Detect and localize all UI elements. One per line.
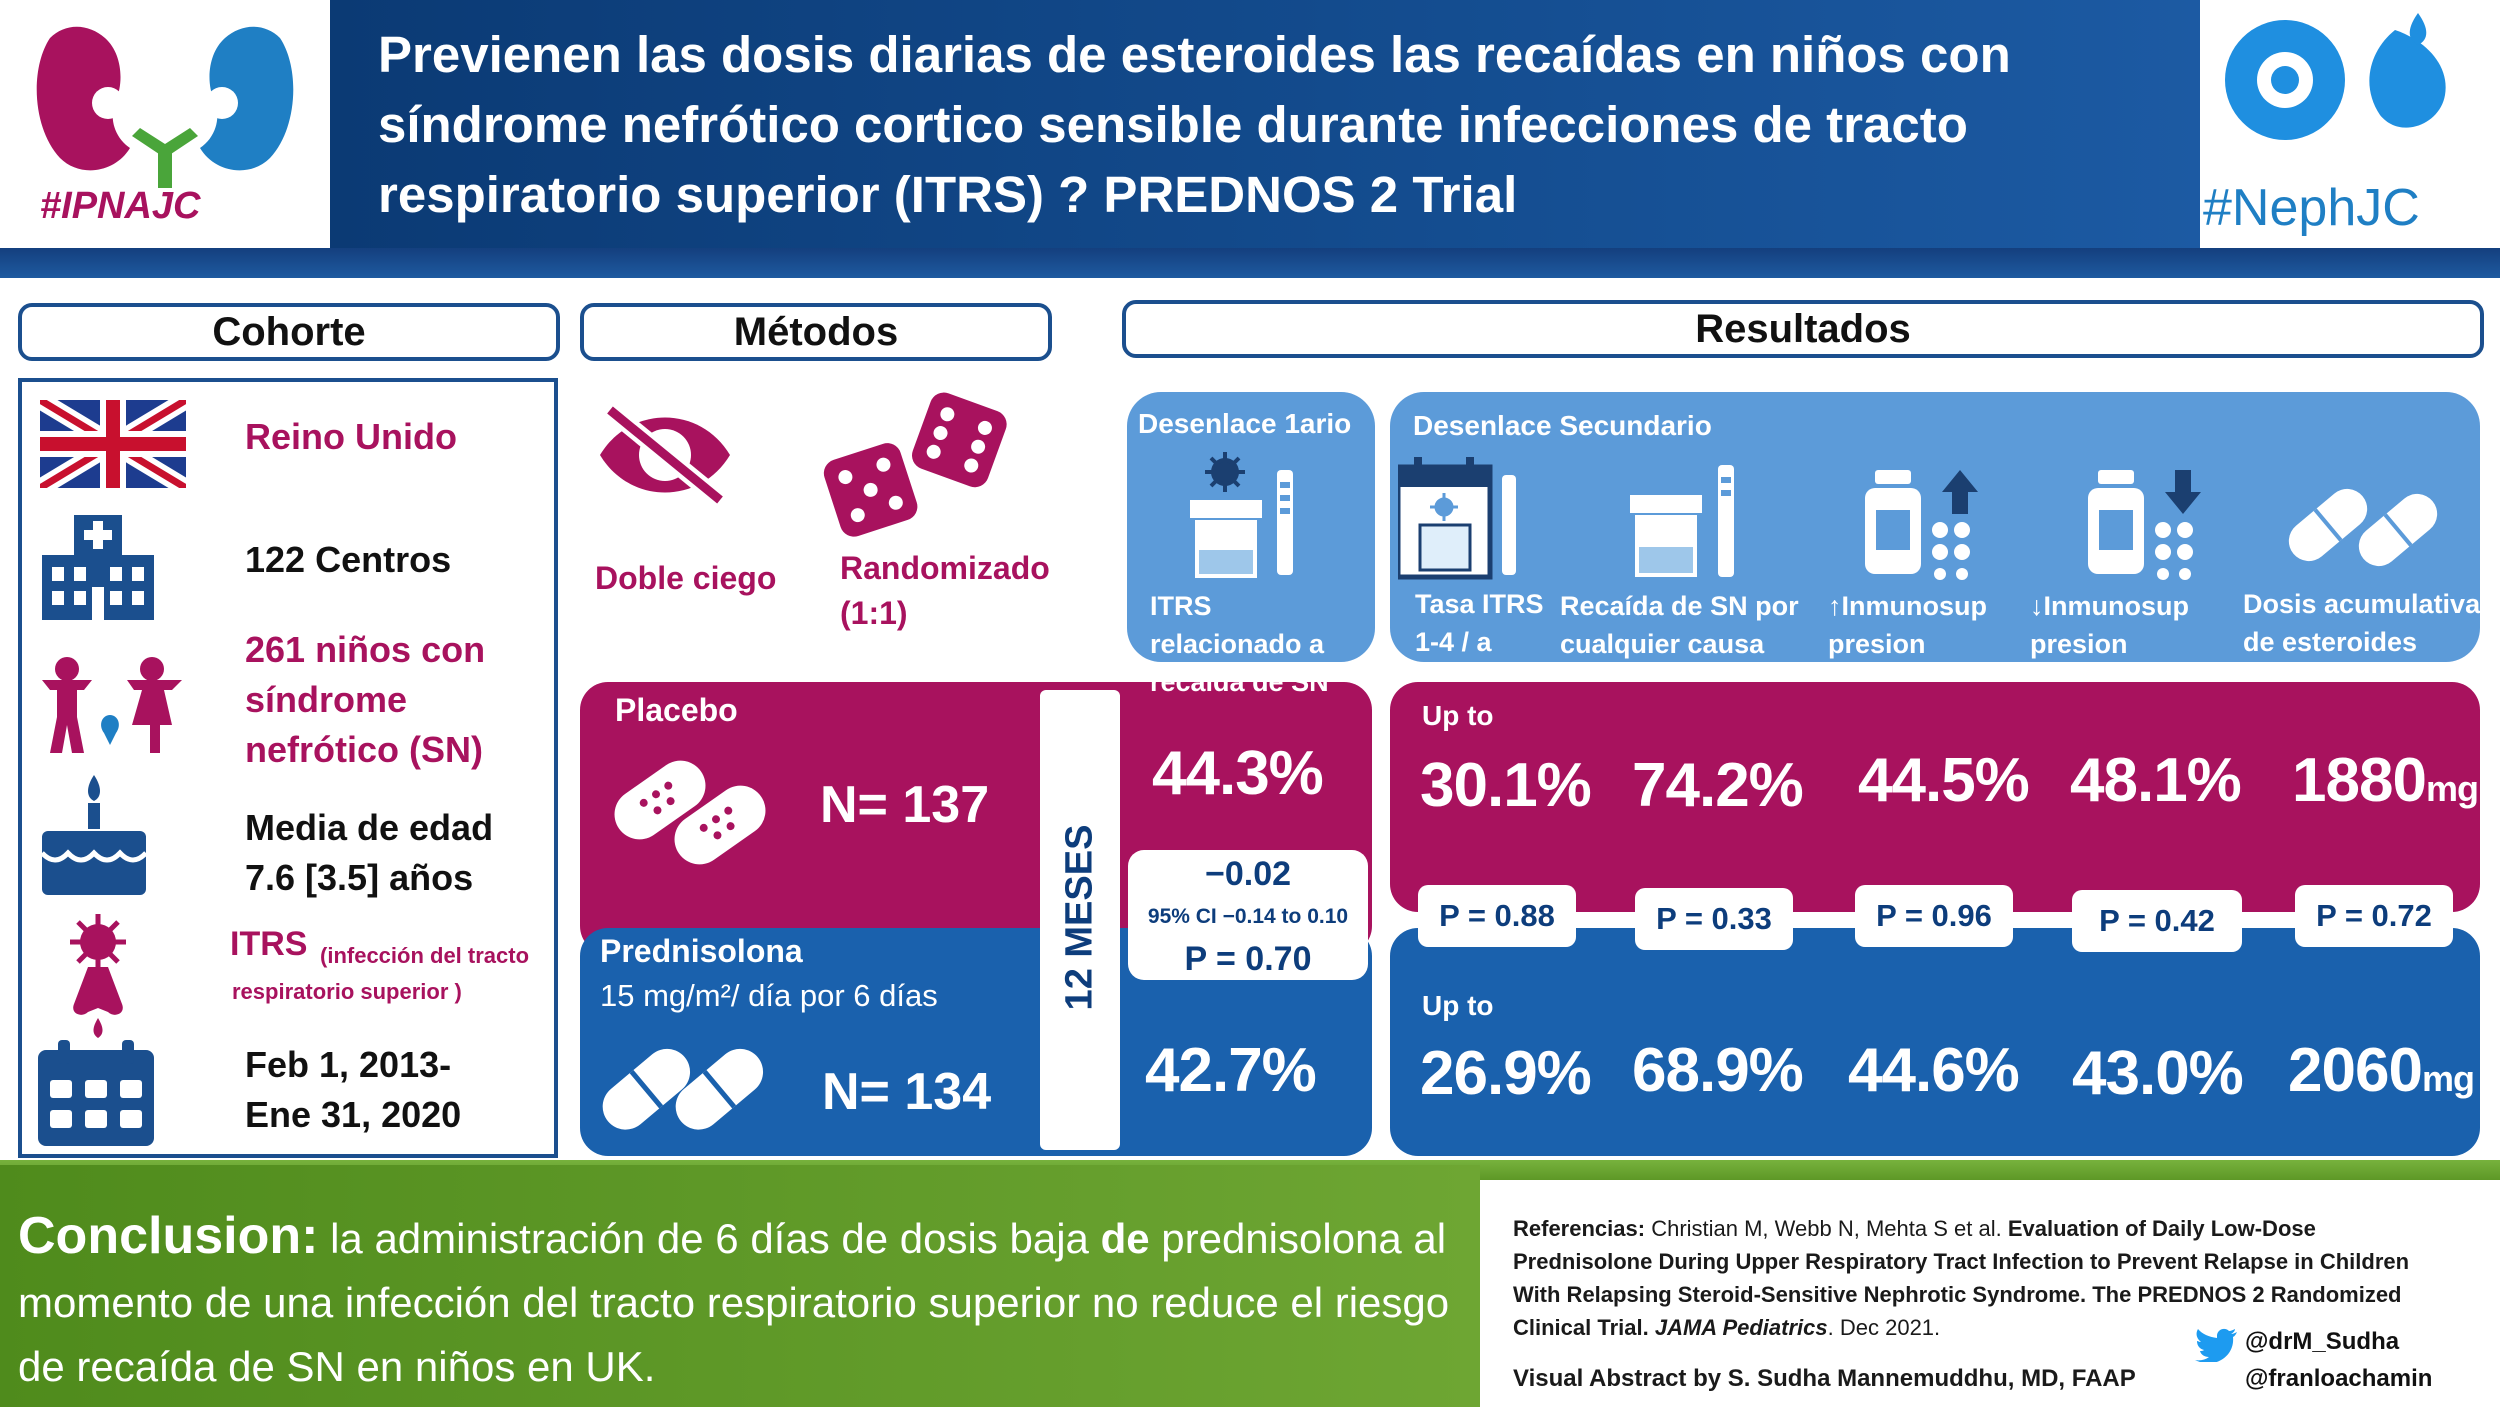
primary-prednisolone-value: 42.7% (1145, 1036, 1317, 1105)
method-randomized: Randomizado (840, 550, 1050, 586)
duration-strip (1040, 690, 1120, 1150)
uk-flag-icon (40, 400, 186, 488)
medicine-down-icon (2088, 470, 2201, 580)
page-title: Previenen las dosis diarias de esteroide… (378, 26, 2011, 223)
ipnajc-hashtag: #IPNAJC (40, 185, 201, 227)
cohort-age-line2: 7.6 [3.5] años (245, 857, 474, 898)
cohort-country: Reino Unido (245, 416, 457, 457)
outcome-label-steroid-dose: Dosis acumulativa de esteroides (2243, 589, 2481, 657)
prednisolone-n: N= 134 (822, 1063, 992, 1121)
cohort-dates-line2: Ene 31, 2020 (245, 1094, 462, 1135)
nephjc-hashtag: #NephJC (2203, 179, 2420, 237)
primary-p-value: P = 0.70 (1184, 940, 1312, 978)
p-value-itrs-rate: P = 0.88 (1418, 885, 1576, 947)
primary-outcome-header: Desenlace 1ario (1138, 408, 1352, 439)
secondary-placebo-immunosup-down: 48.1% (2070, 746, 2242, 815)
kidney-droplet-icon (2225, 13, 2446, 140)
prednisolone-upto: Up to (1422, 990, 1494, 1021)
cohort-children: 261 niños con síndrome nefrótico (SN) (245, 629, 486, 770)
outcome-label-immunosup-down: ↓Inmunosup presion (2030, 591, 2189, 659)
cohort-heading: Cohorte (18, 303, 560, 361)
secondary-placebo-steroid-dose: 1880mg (2292, 746, 2479, 815)
specimen-cup-virus-icon (1190, 452, 1293, 578)
results-heading: Resultados (1122, 300, 2484, 358)
author-handle-1[interactable]: @drM_Sudha (2245, 1328, 2400, 1355)
primary-stats-box (1128, 850, 1368, 980)
cohort-age-line1: Media de edad (245, 807, 494, 848)
prednisolone-label: Prednisolona (600, 933, 803, 969)
bandage-pills-icon (614, 760, 766, 865)
cohort-itrs: ITRS (230, 925, 308, 963)
primary-difference: −0.02 (1204, 855, 1292, 893)
secondary-outcome-header: Desenlace Secundario (1413, 410, 1712, 441)
placebo-n: N= 137 (820, 776, 990, 834)
method-ratio: (1:1) (840, 595, 908, 631)
outcome-label-itrs-rate: Tasa ITRS 1-4 / a (1415, 589, 1544, 657)
secondary-placebo-relapse: 74.2% (1632, 751, 1804, 820)
visual-abstract-credit: Visual Abstract by S. Sudha Mannemuddhu,… (1513, 1365, 2136, 1392)
prednisolone-dose: 15 mg/m²/ día por 6 días (600, 978, 938, 1013)
virus-nose-icon (70, 914, 126, 1038)
dice-icon (823, 392, 1007, 537)
conclusion-panel (0, 1165, 1480, 1407)
placebo-label: Placebo (615, 692, 738, 728)
specimen-cup-icon (1630, 465, 1734, 577)
hospital-icon (42, 515, 154, 620)
cohort-itrs-definition: (infección del tracto respiratorio super… (232, 943, 530, 1004)
placebo-upto: Up to (1422, 700, 1494, 731)
kidney-pair-icon (36, 26, 294, 188)
primary-outcome-label: ITRS relacionado a recaída de SN (1150, 591, 1329, 697)
cohort-centers: 122 Centros (245, 539, 452, 580)
birthday-cake-icon (42, 775, 146, 895)
cohort-dates-line1: Feb 1, 2013- (245, 1044, 452, 1085)
p-value-steroid-dose: P = 0.72 (2295, 885, 2453, 947)
medicine-up-icon (1865, 470, 1978, 580)
header-rule (0, 248, 2500, 278)
secondary-pred-itrs-rate: 26.9% (1420, 1039, 1592, 1108)
secondary-placebo-itrs-rate: 30.1% (1420, 751, 1592, 820)
primary-placebo-value: 44.3% (1152, 739, 1324, 808)
secondary-pred-immunosup-down: 43.0% (2072, 1039, 2244, 1108)
p-value-immunosup-down: P = 0.42 (2072, 890, 2242, 952)
p-value-relapse: P = 0.33 (1635, 888, 1793, 950)
secondary-pred-relapse: 68.9% (1632, 1036, 1804, 1105)
children-icon (42, 657, 182, 753)
reference-panel (1480, 1180, 2500, 1407)
secondary-placebo-panel (1390, 682, 2480, 912)
capsule-pills-icon (602, 1048, 764, 1130)
secondary-pred-steroid-dose: 2060mg (2288, 1036, 2475, 1105)
calendar-virus-icon (1398, 457, 1516, 580)
outcome-label-immunosup-up: ↑Inmunosup presion (1828, 591, 1987, 659)
blind-eye-icon (600, 403, 730, 507)
secondary-pred-immunosup-up: 44.6% (1848, 1036, 2020, 1105)
outcome-label-relapse: Recaída de SN por cualquier causa (1560, 591, 1799, 659)
secondary-placebo-immunosup-up: 44.5% (1858, 746, 2030, 815)
methods-heading: Métodos (580, 303, 1052, 361)
duration-label: 12 MESES (1058, 824, 1101, 1011)
nephjc-logo (2210, 5, 2480, 195)
ipnajc-logo (20, 8, 310, 240)
calendar-icon (38, 1040, 154, 1146)
cohort-box (18, 378, 558, 1158)
primary-ci: 95% CI −0.14 to 0.10 (1147, 905, 1349, 928)
secondary-prednisolone-panel (1390, 928, 2480, 1156)
conclusion-text: Conclusion: la administración de 6 días … (18, 1207, 1450, 1390)
p-value-immunosup-up: P = 0.96 (1855, 885, 2013, 947)
twitter-bird-icon (2195, 1328, 2237, 1362)
title-band (330, 0, 2200, 250)
author-handle-2[interactable]: @franloachamin (2245, 1365, 2433, 1392)
reference-text: Referencias: Christian M, Webb N, Mehta … (1513, 1216, 2410, 1340)
method-double-blind: Doble ciego (595, 560, 777, 596)
capsules-icon (2288, 488, 2438, 567)
